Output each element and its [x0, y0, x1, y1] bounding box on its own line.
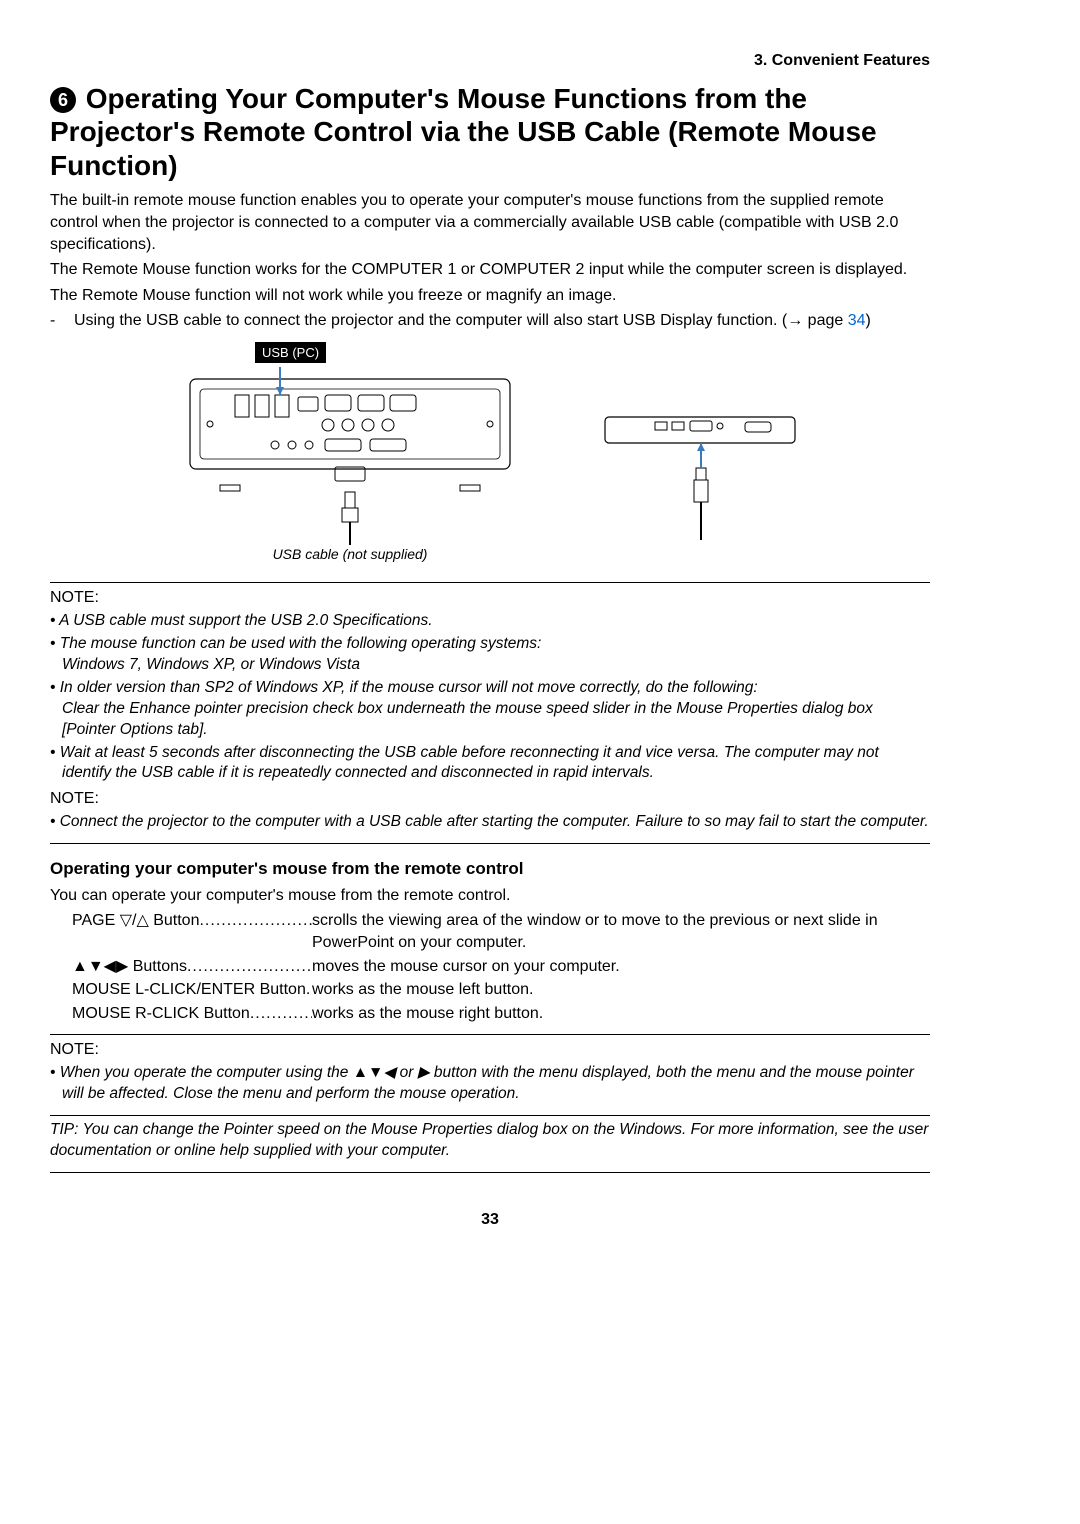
note-item: Connect the projector to the computer wi… [50, 812, 930, 833]
operate-heading: Operating your computer's mouse from the… [50, 858, 930, 881]
button-row: MOUSE L-CLICK/ENTER Buttonworks as the m… [50, 979, 930, 1001]
button-desc: scrolls the viewing area of the window o… [312, 910, 930, 953]
section-number-icon: 6 [50, 87, 76, 113]
note-list-3: When you operate the computer using the … [50, 1063, 930, 1105]
note-label-3: NOTE: [50, 1039, 930, 1061]
tip-text: TIP: You can change the Pointer speed on… [50, 1120, 930, 1162]
projector-illustration [180, 367, 520, 547]
page-ref-link[interactable]: 34 [848, 312, 866, 329]
divider [50, 1034, 930, 1035]
intro-p2: The Remote Mouse function works for the … [50, 259, 930, 281]
page-title: 6 Operating Your Computer's Mouse Functi… [50, 82, 930, 183]
usb-cable-caption: USB cable (not supplied) [180, 545, 520, 564]
button-desc: works as the mouse left button. [312, 979, 930, 1001]
note-list-2: Connect the projector to the computer wi… [50, 812, 930, 833]
button-label: PAGE ▽/△ Button [72, 910, 312, 953]
connection-diagram: USB (PC) [50, 342, 930, 564]
button-label: MOUSE R-CLICK Button [72, 1003, 312, 1025]
note-item: In older version than SP2 of Windows XP,… [50, 678, 930, 741]
note-label-1: NOTE: [50, 587, 930, 609]
button-row: ▲▼◀▶ Buttonsmoves the mouse cursor on yo… [50, 956, 930, 978]
button-desc: works as the mouse right button. [312, 1003, 930, 1025]
note-item: When you operate the computer using the … [50, 1063, 930, 1105]
laptop-illustration [600, 412, 800, 542]
usb-pc-label: USB (PC) [255, 342, 326, 364]
note-item: Wait at least 5 seconds after disconnect… [50, 743, 930, 785]
button-label: MOUSE L-CLICK/ENTER Button [72, 979, 312, 1001]
button-desc: moves the mouse cursor on your computer. [312, 956, 930, 978]
intro-bullet-text: Using the USB cable to connect the proje… [74, 312, 848, 329]
note-label-2: NOTE: [50, 788, 930, 810]
intro-p1: The built-in remote mouse function enabl… [50, 190, 930, 255]
operate-intro: You can operate your computer's mouse fr… [50, 885, 930, 907]
dash-bullet: - [50, 310, 74, 332]
close-paren: ) [866, 312, 871, 329]
divider [50, 1115, 930, 1116]
section-header: 3. Convenient Features [50, 50, 930, 76]
note-item: A USB cable must support the USB 2.0 Spe… [50, 611, 930, 632]
title-text: Operating Your Computer's Mouse Function… [50, 83, 877, 181]
button-row: MOUSE R-CLICK Buttonworks as the mouse r… [50, 1003, 930, 1025]
intro-p3: The Remote Mouse function will not work … [50, 285, 930, 307]
note-item: The mouse function can be used with the … [50, 634, 930, 676]
button-label: ▲▼◀▶ Buttons [72, 956, 312, 978]
page-number: 33 [50, 1209, 930, 1231]
note-list-1: A USB cable must support the USB 2.0 Spe… [50, 611, 930, 784]
divider [50, 843, 930, 844]
divider [50, 1172, 930, 1173]
divider [50, 582, 930, 583]
button-row: PAGE ▽/△ Buttonscrolls the viewing area … [50, 910, 930, 953]
